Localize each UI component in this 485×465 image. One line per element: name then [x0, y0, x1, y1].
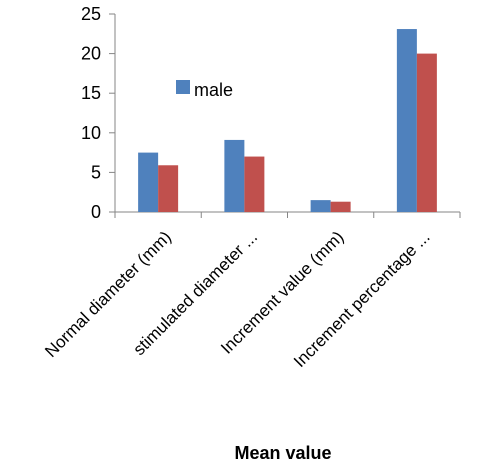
bar-series-2-2 — [244, 156, 265, 212]
bar-series-1-4 — [396, 29, 417, 212]
x-axis-title: Mean value — [234, 443, 331, 463]
y-tick-label: 0 — [91, 202, 101, 222]
y-tick-label: 25 — [81, 4, 101, 24]
bar-series-1-3 — [310, 200, 331, 212]
bar-series-2-4 — [416, 53, 437, 212]
x-axis — [114, 211, 461, 218]
legend-label: male — [194, 80, 233, 100]
bar-series-1-2 — [224, 139, 245, 212]
category-labels: Normal diameter (mm)stimulated diameter … — [41, 227, 433, 371]
y-tick-label: 5 — [91, 162, 101, 182]
bars — [138, 29, 437, 212]
bar-series-2-3 — [330, 201, 351, 212]
y-tick-label: 15 — [81, 83, 101, 103]
y-axis: 0 5 10 15 20 25 — [81, 4, 116, 222]
bar-series-1-1 — [138, 152, 159, 212]
bar-series-2-1 — [158, 165, 179, 212]
legend-swatch — [176, 80, 190, 94]
legend: male — [176, 80, 233, 100]
y-tick-label: 20 — [81, 44, 101, 64]
y-tick-label: 10 — [81, 123, 101, 143]
